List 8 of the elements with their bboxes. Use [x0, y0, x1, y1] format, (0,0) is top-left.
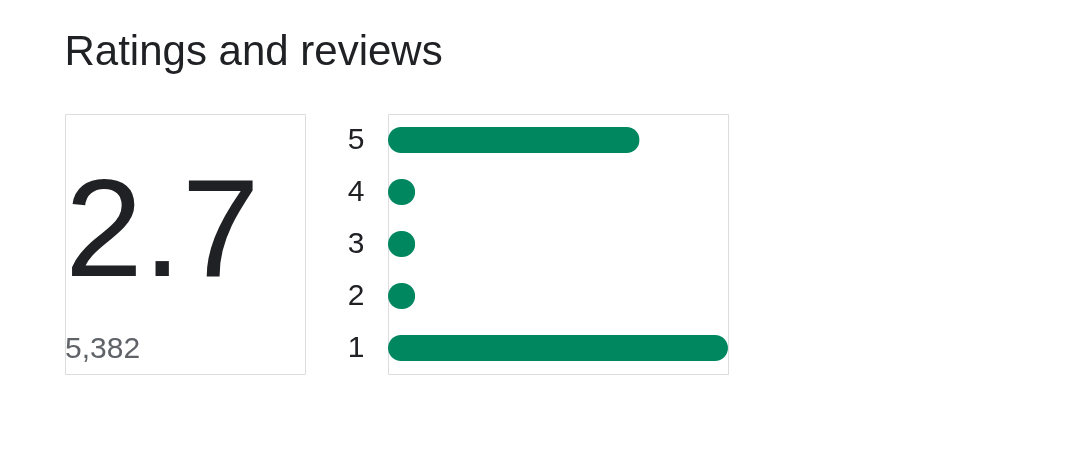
y-tick-label: 5	[347, 122, 365, 155]
y-tick-label: 4	[347, 174, 365, 207]
text: 2.7	[65, 149, 260, 306]
y-tick-label: 1	[347, 330, 365, 363]
chart-title: Ratings and reviews	[64, 26, 443, 74]
y-tick-label: 3	[347, 226, 365, 259]
text: 5,382	[65, 331, 141, 364]
y-tick-label: 2	[347, 278, 365, 311]
